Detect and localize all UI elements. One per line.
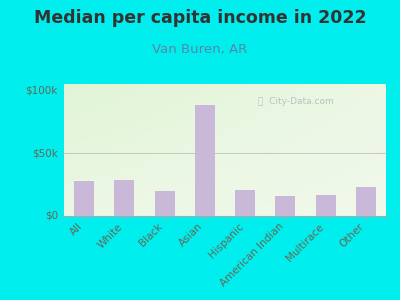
Text: $0: $0 [45,211,58,221]
Text: $100k: $100k [26,85,58,95]
Bar [235,190,255,216]
Text: Van Buren, AR: Van Buren, AR [152,44,248,56]
Bar [316,195,336,216]
Text: $50k: $50k [32,148,58,158]
Bar [74,181,94,216]
Bar [114,179,134,216]
Bar [275,196,296,216]
Text: ⓘ  City-Data.com: ⓘ City-Data.com [258,97,333,106]
Text: Median per capita income in 2022: Median per capita income in 2022 [34,9,366,27]
Bar [356,187,376,216]
Bar [195,105,215,216]
Bar [154,191,175,216]
